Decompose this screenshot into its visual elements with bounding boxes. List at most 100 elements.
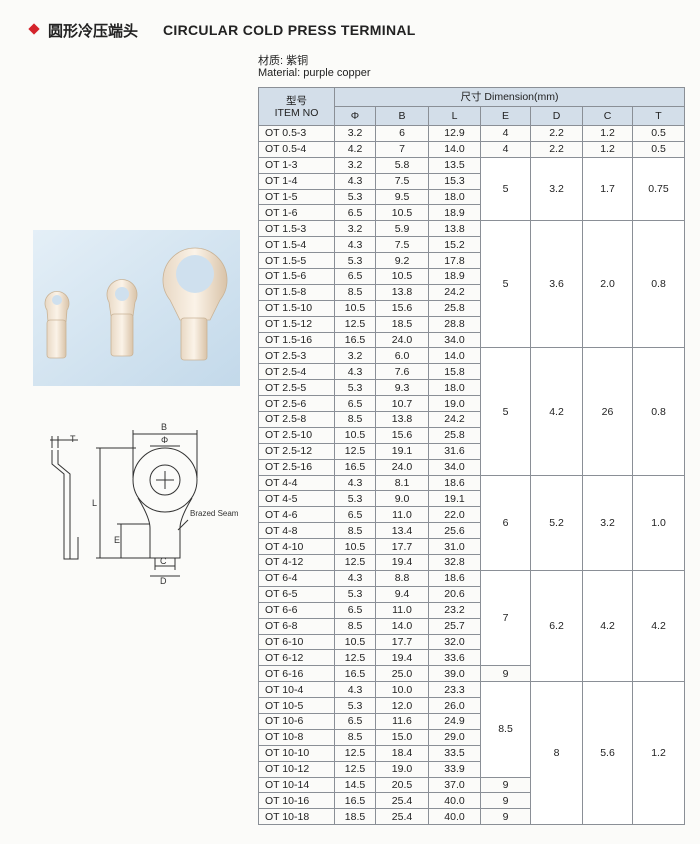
value-cell: 12.5 bbox=[334, 554, 376, 571]
value-cell: 19.4 bbox=[375, 649, 429, 667]
value-cell: 4.3 bbox=[334, 236, 376, 254]
value-cell: 5.3 bbox=[334, 188, 376, 206]
value-cell: 9.3 bbox=[375, 379, 429, 397]
table-row: OT 0.5-4 4.2 7 14.0 4 2.2 1.2 0.5 bbox=[258, 140, 686, 158]
item-cell: OT 1.5-5 bbox=[258, 252, 335, 270]
item-cell: OT 1.5-12 bbox=[258, 315, 335, 333]
item-cell: OT 10-5 bbox=[258, 697, 335, 714]
value-cell: 28.8 bbox=[428, 315, 481, 333]
value-cell: 19.0 bbox=[375, 760, 429, 778]
value-cell: 17.8 bbox=[428, 252, 481, 270]
item-cell: OT 2.5-4 bbox=[258, 363, 335, 381]
value-cell: 10.5 bbox=[334, 299, 376, 317]
value-cell: 12.5 bbox=[334, 649, 376, 667]
value-cell: 8.5 bbox=[480, 681, 531, 778]
column-header: L bbox=[428, 106, 481, 126]
column-header: B bbox=[375, 106, 429, 126]
value-cell: 17.7 bbox=[375, 538, 429, 556]
value-cell: 40.0 bbox=[428, 808, 481, 826]
value-cell: 11.0 bbox=[375, 601, 429, 619]
value-cell: 7 bbox=[480, 569, 531, 667]
label-l: L bbox=[92, 498, 97, 508]
value-cell: 31.6 bbox=[428, 442, 481, 460]
value-cell: 18.9 bbox=[428, 204, 481, 222]
value-cell: 25.4 bbox=[375, 792, 429, 810]
value-cell: 7 bbox=[375, 140, 429, 158]
value-cell: 18.0 bbox=[428, 379, 481, 397]
table-row: OT 10-12 12.5 19.0 33.9 bbox=[258, 760, 685, 778]
value-cell: 12.5 bbox=[334, 760, 376, 778]
value-cell: 18.5 bbox=[375, 315, 429, 333]
material-cn: 材质: 紫铜 bbox=[258, 55, 309, 67]
value-cell: 24.2 bbox=[428, 411, 481, 428]
value-cell: 32.0 bbox=[428, 633, 481, 651]
value-cell: 11.0 bbox=[375, 506, 429, 524]
value-cell: 10.5 bbox=[375, 268, 429, 285]
item-cell: OT 10-8 bbox=[258, 728, 335, 746]
item-cell: OT 10-6 bbox=[258, 712, 335, 730]
item-cell: OT 1.5-6 bbox=[258, 268, 335, 285]
dimension-header: 尺寸 Dimension(mm) bbox=[333, 87, 686, 107]
material-en: Material: purple copper bbox=[258, 67, 371, 79]
value-cell: 24.2 bbox=[428, 283, 481, 301]
value-cell: 12.9 bbox=[428, 125, 481, 142]
value-cell: 4.3 bbox=[334, 363, 376, 381]
table-row: OT 6-5 5.3 9.4 20.6 bbox=[258, 585, 685, 603]
title-en: CIRCULAR COLD PRESS TERMINAL bbox=[163, 22, 416, 38]
value-cell: 23.2 bbox=[428, 601, 481, 619]
value-cell: 4.3 bbox=[334, 681, 376, 699]
value-cell: 1.2 bbox=[582, 125, 633, 142]
value-cell: 6.0 bbox=[375, 347, 429, 365]
value-cell: 18.6 bbox=[428, 474, 481, 492]
value-cell: 5 bbox=[480, 156, 531, 222]
value-cell: 13.4 bbox=[375, 522, 429, 540]
value-cell: 5.3 bbox=[334, 490, 376, 508]
item-cell: OT 2.5-12 bbox=[258, 442, 335, 460]
table-row: OT 10-10 12.5 18.4 33.5 bbox=[258, 744, 685, 762]
table-row: OT 2.5-10 10.5 15.6 25.8 bbox=[258, 426, 685, 444]
label-t: T bbox=[70, 434, 76, 444]
value-cell: 15.6 bbox=[375, 299, 429, 317]
value-cell: 25.6 bbox=[428, 522, 481, 540]
value-cell: 25.8 bbox=[428, 299, 481, 317]
item-cell: OT 4-6 bbox=[258, 506, 335, 524]
title-cn: 圆形冷压端头 bbox=[48, 23, 139, 40]
item-cell: OT 2.5-16 bbox=[258, 458, 335, 476]
value-cell: 4.3 bbox=[334, 474, 376, 492]
table-row: OT 10-14 14.5 20.5 37.0 9 bbox=[258, 776, 685, 794]
table-row: OT 4-6 6.5 11.0 22.0 bbox=[258, 506, 685, 524]
item-cell: OT 4-10 bbox=[258, 538, 335, 556]
table-row: OT 2.5-6 6.5 10.7 19.0 bbox=[258, 395, 685, 413]
value-cell: 25.8 bbox=[428, 426, 481, 444]
column-header: E bbox=[480, 106, 531, 126]
label-phi: Φ bbox=[161, 435, 168, 445]
item-cell: OT 6-10 bbox=[258, 633, 335, 651]
value-cell: 8.5 bbox=[334, 522, 376, 540]
table-row: OT 6-12 12.5 19.4 33.6 bbox=[258, 649, 685, 667]
value-cell: 1.2 bbox=[582, 140, 633, 158]
value-cell: 3.6 bbox=[530, 220, 583, 349]
value-cell: 4.2 bbox=[334, 140, 376, 158]
value-cell: 5.6 bbox=[582, 681, 633, 826]
value-cell: 6.2 bbox=[530, 569, 583, 683]
column-header: T bbox=[631, 106, 686, 126]
value-cell: 8 bbox=[530, 681, 583, 826]
value-cell: 4.2 bbox=[582, 569, 633, 683]
value-cell: 4.2 bbox=[631, 569, 686, 683]
value-cell: 18.9 bbox=[428, 268, 481, 285]
item-cell: OT 6-16 bbox=[258, 665, 335, 683]
value-cell: 6.5 bbox=[334, 204, 376, 222]
value-cell: 24.9 bbox=[428, 712, 481, 730]
value-cell: 2.2 bbox=[530, 140, 583, 158]
value-cell: 3.2 bbox=[334, 125, 376, 142]
value-cell: 8.5 bbox=[334, 617, 376, 635]
value-cell: 0.5 bbox=[631, 140, 686, 158]
item-cell: OT 1.5-4 bbox=[258, 236, 335, 254]
item-cell: OT 4-4 bbox=[258, 474, 335, 492]
item-cell: OT 10-18 bbox=[258, 808, 335, 826]
label-e: E bbox=[114, 535, 120, 545]
value-cell: 8.1 bbox=[375, 474, 429, 492]
value-cell: 5.3 bbox=[334, 379, 376, 397]
item-cell: OT 1-5 bbox=[258, 188, 335, 206]
